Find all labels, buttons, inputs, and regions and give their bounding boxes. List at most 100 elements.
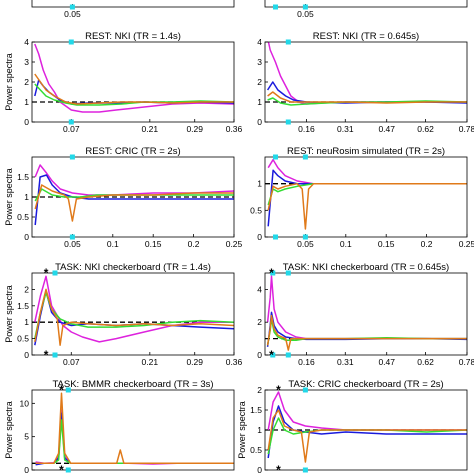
rest-nki-tr1-4-ytick-label-1: 1 — [24, 97, 29, 107]
rest-neurosim-tr2-cyan-marker-0-bottom — [273, 234, 279, 240]
rest-nki-tr0-645-cyan-marker-0-top — [285, 39, 291, 45]
task-cric-checkerboard-tr2-series-magenta — [267, 391, 467, 431]
top-right-partial-cyan-marker-0-bottom — [273, 4, 279, 10]
rest-nki-tr0-645-ytick-label-2: 2 — [257, 77, 262, 87]
rest-nki-tr1-4-series-orange — [34, 73, 234, 105]
task-nki-checkerboard-tr0-645-series-magenta — [266, 275, 467, 340]
rest-cric-tr2-series-group — [32, 164, 234, 226]
rest-nki-tr1-4-ytick-label-3: 3 — [24, 57, 29, 67]
rest-neurosim-tr2-series-green — [267, 182, 467, 206]
task-cric-checkerboard-tr2-series-group — [265, 391, 467, 463]
task-bmmr-checkerboard-tr3-title: TASK: BMMR checkerboard (TR = 3s) — [52, 379, 213, 390]
task-nki-checkerboard-tr1-4-star-marker-0-top: * — [44, 266, 49, 280]
task-nki-checkerboard-tr0-645-series-green — [266, 318, 467, 346]
top-left-partial-cyan-marker-0-bottom — [69, 4, 75, 10]
rest-cric-tr2-cyan-marker-0-top — [69, 154, 75, 160]
chart-task-nki-checkerboard-tr1-4: TASK: NKI checkerboard (TR = 1.4s) Power … — [4, 262, 243, 367]
task-nki-checkerboard-tr1-4-series-group — [32, 275, 234, 346]
task-bmmr-checkerboard-tr3-axes-box — [31, 389, 235, 471]
chart-rest-cric-tr2: REST: CRIC (TR = 2s) Power spectra 0.05 0.1… — [4, 146, 243, 249]
rest-neurosim-tr2-ytick-label-0: 0 — [257, 232, 262, 242]
task-cric-checkerboard-tr2-star-marker-0-top: * — [276, 383, 281, 397]
rest-nki-tr1-4-xtick-label-1: 0.21 — [142, 124, 159, 134]
rest-neurosim-tr2-xtick-label-0: 0.05 — [297, 239, 314, 249]
task-nki-checkerboard-tr0-645-ytick-label-1: 2 — [257, 317, 262, 327]
task-nki-checkerboard-tr1-4-ytick-label-2: 1 — [24, 317, 29, 327]
task-bmmr-checkerboard-tr3-series-magenta — [35, 409, 234, 465]
rest-nki-tr0-645-title: REST: NKI (TR = 0.645s) — [313, 31, 419, 42]
rest-cric-tr2-xtick-label-3: 0.2 — [188, 239, 200, 249]
task-nki-checkerboard-tr0-645-xtick-label-2: 0.47 — [378, 357, 395, 367]
rest-nki-tr1-4-xtick-label-2: 0.29 — [186, 124, 203, 134]
rest-neurosim-tr2-axes-box — [264, 156, 468, 238]
task-cric-checkerboard-tr2-ylabel: Power spectra — [237, 401, 247, 459]
rest-nki-tr0-645-series-green — [267, 97, 467, 106]
rest-neurosim-tr2-xtick-label-2: 0.15 — [378, 239, 395, 249]
task-nki-checkerboard-tr0-645-cyan-marker-1-top — [285, 270, 291, 276]
chart-task-cric-checkerboard-tr2: TASK: CRIC checkerboard (TR = 2s) Power s… — [237, 379, 468, 474]
rest-cric-tr2-ytick-label-0: 0 — [24, 232, 29, 242]
task-bmmr-checkerboard-tr3-ylabel: Power spectra — [4, 401, 14, 459]
top-left-partial-xtick-label-0: 0.05 — [64, 9, 81, 19]
task-nki-checkerboard-tr0-645-ytick-label-2: 4 — [257, 284, 262, 294]
task-bmmr-checkerboard-tr3-ytick-label-2: 10 — [20, 398, 30, 408]
chart-rest-nki-tr1-4: REST: NKI (TR = 1.4s) Power spectra 0.07 0.… — [4, 31, 243, 134]
task-nki-checkerboard-tr1-4-ytick-label-0: 0 — [24, 350, 29, 360]
task-nki-checkerboard-tr0-645-xtick-label-4: 0.78 — [459, 357, 474, 367]
rest-nki-tr0-645-ytick-label-0: 0 — [257, 117, 262, 127]
task-cric-checkerboard-tr2-series-orange — [267, 409, 467, 463]
rest-cric-tr2-xtick-label-1: 0.1 — [107, 239, 119, 249]
task-bmmr-checkerboard-tr3-star-marker-0-bottom: * — [59, 463, 64, 474]
task-nki-checkerboard-tr0-645-series-blue — [266, 311, 467, 347]
rest-cric-tr2-series-blue — [34, 174, 234, 226]
task-cric-checkerboard-tr2-ytick-label-3: 1.5 — [250, 405, 262, 415]
chart-top-left-partial: 0.05 — [31, 0, 235, 19]
rest-nki-tr1-4-xtick-label-0: 0.07 — [63, 124, 80, 134]
rest-neurosim-tr2-cyan-marker-0-top — [273, 154, 279, 160]
task-nki-checkerboard-tr1-4-xtick-label-0: 0.07 — [63, 357, 80, 367]
rest-neurosim-tr2-xtick-label-3: 0.2 — [421, 239, 433, 249]
rest-nki-tr0-645-xtick-label-1: 0.31 — [337, 124, 354, 134]
rest-nki-tr1-4-series-green — [34, 83, 234, 106]
task-cric-checkerboard-tr2-cyan-marker-0-top — [302, 387, 308, 393]
task-bmmr-checkerboard-tr3-ytick-label-0: 0 — [24, 465, 29, 474]
rest-neurosim-tr2-ytick-label-2: 1 — [257, 179, 262, 189]
task-cric-checkerboard-tr2-star-marker-0-bottom: * — [276, 463, 281, 474]
task-nki-checkerboard-tr0-645-ytick-label-0: 0 — [257, 350, 262, 360]
task-nki-checkerboard-tr0-645-xtick-label-3: 0.62 — [417, 357, 434, 367]
task-nki-checkerboard-tr1-4-ytick-label-3: 1.5 — [17, 301, 29, 311]
task-nki-checkerboard-tr1-4-axes-box — [31, 272, 235, 356]
task-bmmr-checkerboard-tr3-cyan-marker-0-bottom — [65, 467, 71, 473]
rest-nki-tr0-645-series-blue — [266, 81, 467, 104]
task-nki-checkerboard-tr0-645-title: TASK: NKI checkerboard (TR = 0.645s) — [283, 262, 449, 273]
rest-cric-tr2-xtick-label-2: 0.15 — [145, 239, 162, 249]
chart-task-nki-checkerboard-tr0-645: TASK: NKI checkerboard (TR = 0.645s) 0.16… — [257, 262, 474, 367]
rest-nki-tr1-4-cyan-marker-0-bottom — [68, 119, 74, 125]
rest-cric-tr2-series-orange — [34, 184, 234, 222]
task-nki-checkerboard-tr1-4-xtick-label-2: 0.29 — [186, 357, 203, 367]
task-bmmr-checkerboard-tr3-cyan-marker-0-top — [65, 387, 71, 393]
task-cric-checkerboard-tr2-ytick-label-4: 2 — [257, 385, 262, 395]
rest-cric-tr2-ytick-label-2: 1 — [24, 192, 29, 202]
rest-cric-tr2-series-magenta — [34, 164, 234, 196]
rest-nki-tr0-645-xtick-label-3: 0.62 — [417, 124, 434, 134]
task-bmmr-checkerboard-tr3-series-group — [32, 392, 234, 466]
rest-nki-tr0-645-axes-box — [264, 41, 468, 123]
top-right-partial-axes-box — [264, 0, 468, 8]
rest-nki-tr0-645-xtick-label-2: 0.47 — [378, 124, 395, 134]
rest-nki-tr1-4-title: REST: NKI (TR = 1.4s) — [85, 31, 181, 42]
task-nki-checkerboard-tr1-4-xtick-label-1: 0.21 — [142, 357, 159, 367]
task-bmmr-checkerboard-tr3-star-marker-0-top: * — [59, 383, 64, 397]
rest-cric-tr2-ytick-label-1: 0.5 — [17, 212, 29, 222]
task-cric-checkerboard-tr2-ytick-label-0: 0 — [257, 465, 262, 474]
task-nki-checkerboard-tr1-4-ylabel: Power spectra — [4, 285, 14, 343]
chart-rest-neurosim-tr2: REST: neuRosim simulated (TR = 2s) 0.05 0.… — [250, 146, 474, 249]
task-nki-checkerboard-tr0-645-cyan-marker-0-top — [270, 270, 276, 276]
rest-nki-tr0-645-ytick-label-1: 1 — [257, 97, 262, 107]
rest-neurosim-tr2-ytick-label-1: 0.5 — [250, 205, 262, 215]
rest-nki-tr0-645-ytick-label-4: 4 — [257, 37, 262, 47]
task-nki-checkerboard-tr0-645-series-orange — [266, 314, 467, 351]
rest-neurosim-tr2-series-orange — [267, 182, 467, 230]
rest-neurosim-tr2-series-group — [265, 158, 467, 230]
